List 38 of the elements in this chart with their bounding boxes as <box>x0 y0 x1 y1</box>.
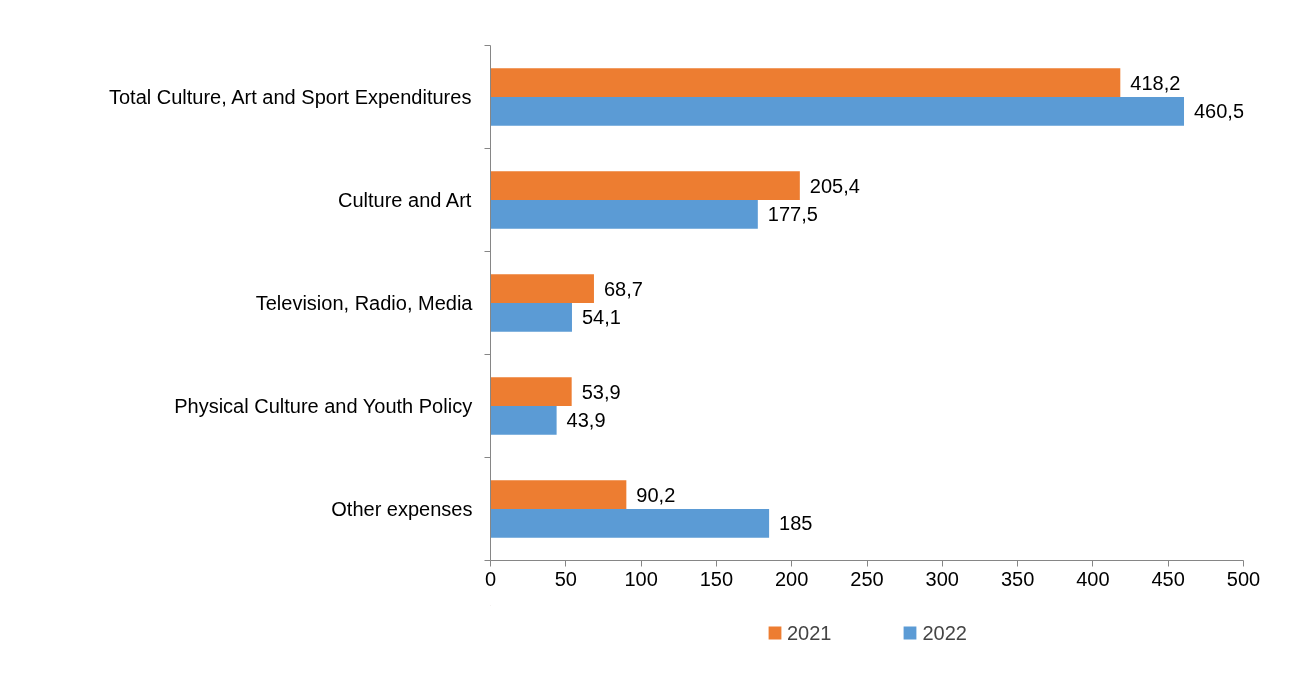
bar <box>490 200 758 229</box>
x-tick-label: 50 <box>554 567 577 590</box>
data-label: 177,5 <box>767 203 818 226</box>
x-tick-label: 400 <box>1076 567 1110 590</box>
bar <box>490 377 572 406</box>
x-tick-label: 100 <box>624 567 658 590</box>
x-tick-label: 200 <box>775 567 809 590</box>
y-tick-label: Other expenses <box>331 498 473 520</box>
bar <box>490 274 594 303</box>
data-label: 54,1 <box>581 306 621 329</box>
data-label: 460,5 <box>1194 100 1245 123</box>
data-label: 53,9 <box>581 380 621 403</box>
x-tick-label: 250 <box>850 567 884 590</box>
data-label: 185 <box>779 512 813 535</box>
bar <box>490 480 627 509</box>
y-tick-label: Television, Radio, Media <box>255 292 474 314</box>
bar <box>490 68 1121 97</box>
x-tick-label: 450 <box>1151 567 1185 590</box>
bar <box>490 97 1185 126</box>
legend-label: 2021 <box>787 621 832 644</box>
data-label: 43,9 <box>566 409 606 432</box>
x-tick-label: 300 <box>925 567 959 590</box>
legend-label: 2022 <box>922 621 967 644</box>
x-tick-label: 500 <box>1226 567 1261 590</box>
bar <box>490 303 572 332</box>
x-tick-label: 350 <box>1000 567 1035 590</box>
y-tick-label: Culture and Art <box>337 189 472 211</box>
y-tick-label: Total Culture, Art and Sport Expenditures <box>108 86 472 108</box>
x-tick-label: 150 <box>699 567 734 590</box>
bar <box>490 509 770 538</box>
data-label: 205,4 <box>809 174 860 197</box>
data-label: 90,2 <box>636 483 676 506</box>
bar <box>490 171 800 200</box>
y-tick-label: Physical Culture and Youth Policy <box>174 395 473 417</box>
bar <box>490 406 557 435</box>
data-label: 68,7 <box>603 277 643 300</box>
x-tick-label: 0 <box>484 567 497 590</box>
data-label: 418,2 <box>1130 71 1181 94</box>
